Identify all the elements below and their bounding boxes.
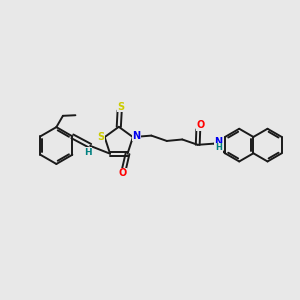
Text: N: N <box>214 137 222 147</box>
Text: H: H <box>84 148 92 157</box>
Text: S: S <box>117 102 124 112</box>
Text: H: H <box>215 143 222 152</box>
Text: N: N <box>132 130 141 141</box>
Text: O: O <box>118 168 126 178</box>
Text: S: S <box>97 132 104 142</box>
Text: O: O <box>196 120 205 130</box>
